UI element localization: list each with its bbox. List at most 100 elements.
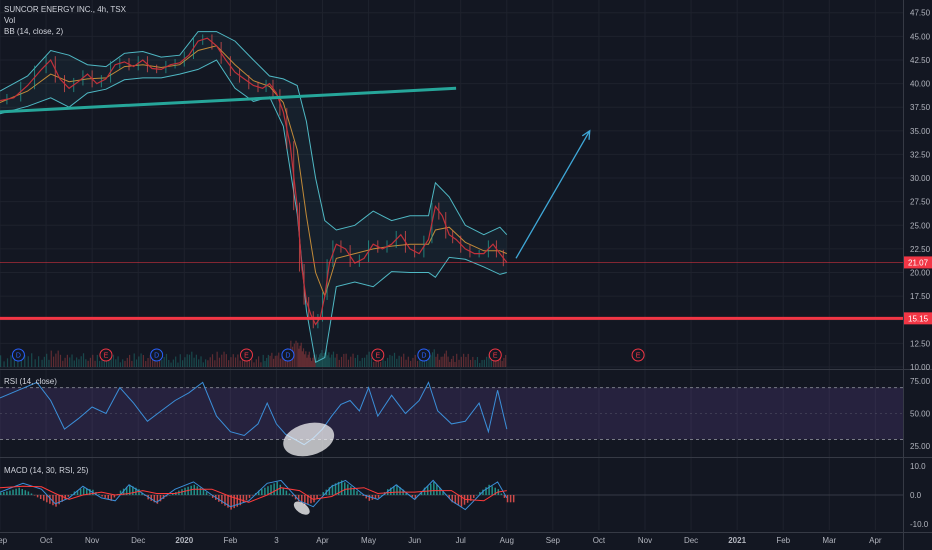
event-circle[interactable] xyxy=(239,348,253,362)
macd-hist-bar xyxy=(221,495,223,504)
projection-arrow[interactable] xyxy=(515,130,591,259)
volume-bar xyxy=(490,359,492,367)
rsi-highlight-ellipse[interactable] xyxy=(279,417,338,461)
macd-hist-bar xyxy=(436,484,438,495)
volume-bar xyxy=(207,360,209,367)
macd-legend: MACD (14, 30, RSI, 25) xyxy=(4,465,88,476)
price-tick-label: 20.00 xyxy=(910,269,931,278)
rsi-panel[interactable] xyxy=(0,381,903,461)
macd-line[interactable] xyxy=(0,479,508,511)
x-tick-label: Feb xyxy=(776,536,790,545)
event-marker-e[interactable]: E xyxy=(371,348,385,362)
event-label: D xyxy=(421,353,426,360)
macd-tick-label: 0.0 xyxy=(910,491,922,500)
macd-panel[interactable] xyxy=(0,479,903,518)
macd-hist-bar xyxy=(356,491,358,495)
volume-bar xyxy=(89,357,92,367)
volume-bar xyxy=(328,352,330,367)
event-circle[interactable] xyxy=(417,348,431,362)
macd-hist-bar xyxy=(224,495,226,506)
macd-highlight-ellipse[interactable] xyxy=(292,499,312,518)
volume-bar xyxy=(435,356,437,367)
volume-bar xyxy=(82,353,85,367)
volume-bar xyxy=(92,354,94,367)
macd-hist-bar xyxy=(205,492,208,495)
symbol-title[interactable]: SUNCOR ENERGY INC., 4h, TSX xyxy=(4,5,126,14)
event-marker-d[interactable]: D xyxy=(150,348,164,362)
macd-label[interactable]: MACD (14, 30, RSI, 25) xyxy=(4,466,89,475)
volume-bar xyxy=(255,359,257,367)
macd-hist-bar xyxy=(276,481,278,495)
macd-signal-line[interactable] xyxy=(0,485,507,503)
volume-bar xyxy=(315,354,317,367)
event-marker-d[interactable]: D xyxy=(11,348,25,362)
x-tick-label: Mar xyxy=(822,536,836,545)
volume-bar xyxy=(24,355,26,367)
price-line[interactable] xyxy=(0,37,508,326)
macd-hist-bar xyxy=(27,491,30,495)
volume-bar xyxy=(347,359,350,367)
projection-arrow-head xyxy=(581,129,591,140)
volume-bar xyxy=(297,342,299,367)
macd-hist-bar xyxy=(172,493,174,495)
volume-bar xyxy=(156,361,158,367)
macd-hist-bar xyxy=(319,495,321,496)
volume-bar xyxy=(308,351,310,367)
event-marker-e[interactable]: E xyxy=(99,348,113,362)
event-circle[interactable] xyxy=(488,348,502,362)
price-tick-label: 12.50 xyxy=(910,339,931,348)
macd-hist-bar xyxy=(362,495,364,496)
volume-bar xyxy=(126,357,128,367)
bb-basis-line[interactable] xyxy=(0,45,507,298)
macd-hist-bar xyxy=(500,493,503,495)
macd-hist-bar xyxy=(251,495,254,496)
volume-bar xyxy=(494,358,496,367)
price-tick-label: 22.50 xyxy=(910,245,931,254)
event-marker-e[interactable]: E xyxy=(239,348,253,362)
macd-hist-bar xyxy=(433,481,435,495)
macd-hist-bar xyxy=(347,484,349,495)
volume-bar xyxy=(55,353,57,367)
event-marker-e[interactable]: E xyxy=(488,348,502,362)
volume-bar xyxy=(41,359,43,367)
event-marker-e[interactable]: E xyxy=(631,348,645,362)
rsi-line[interactable] xyxy=(0,381,508,446)
event-circle[interactable] xyxy=(99,348,113,362)
rsi-label[interactable]: RSI (14, close) xyxy=(4,377,57,386)
macd-hist-bar xyxy=(340,480,343,495)
volume-bar xyxy=(352,353,354,367)
volume-bar xyxy=(158,358,161,367)
vol-label[interactable]: Vol xyxy=(4,16,16,25)
volume-bar xyxy=(467,353,469,367)
bb-label[interactable]: BB (14, close, 2) xyxy=(4,27,64,36)
rsi-tick-label: 25.00 xyxy=(910,442,931,451)
trendline[interactable] xyxy=(0,86,457,114)
macd-hist-bar xyxy=(506,495,509,503)
event-circle[interactable] xyxy=(631,348,645,362)
event-circle[interactable] xyxy=(11,348,25,362)
bb-upper-line[interactable] xyxy=(0,31,508,236)
bb-lower-line[interactable] xyxy=(0,59,507,364)
event-marker-d[interactable]: D xyxy=(281,348,295,362)
macd-hist-bar xyxy=(411,495,414,497)
x-tick-label: Jul xyxy=(456,536,466,545)
macd-hist-bar xyxy=(463,495,466,505)
event-marker-d[interactable]: D xyxy=(417,348,431,362)
volume-bar xyxy=(295,340,297,367)
macd-hist-bar xyxy=(218,495,220,502)
volume-bar xyxy=(218,357,221,367)
event-label: E xyxy=(104,353,109,360)
volume-bar xyxy=(322,355,324,367)
macd-hist-bar xyxy=(344,482,346,495)
volume-bar xyxy=(300,342,302,367)
event-circle[interactable] xyxy=(281,348,295,362)
macd-hist-bar xyxy=(150,495,152,501)
volume-bar xyxy=(52,356,55,367)
event-circle[interactable] xyxy=(150,348,164,362)
volume-bar xyxy=(276,355,278,367)
event-circle[interactable] xyxy=(371,348,385,362)
price-tick-label: 47.50 xyxy=(910,9,931,18)
volume-bar xyxy=(380,361,382,367)
